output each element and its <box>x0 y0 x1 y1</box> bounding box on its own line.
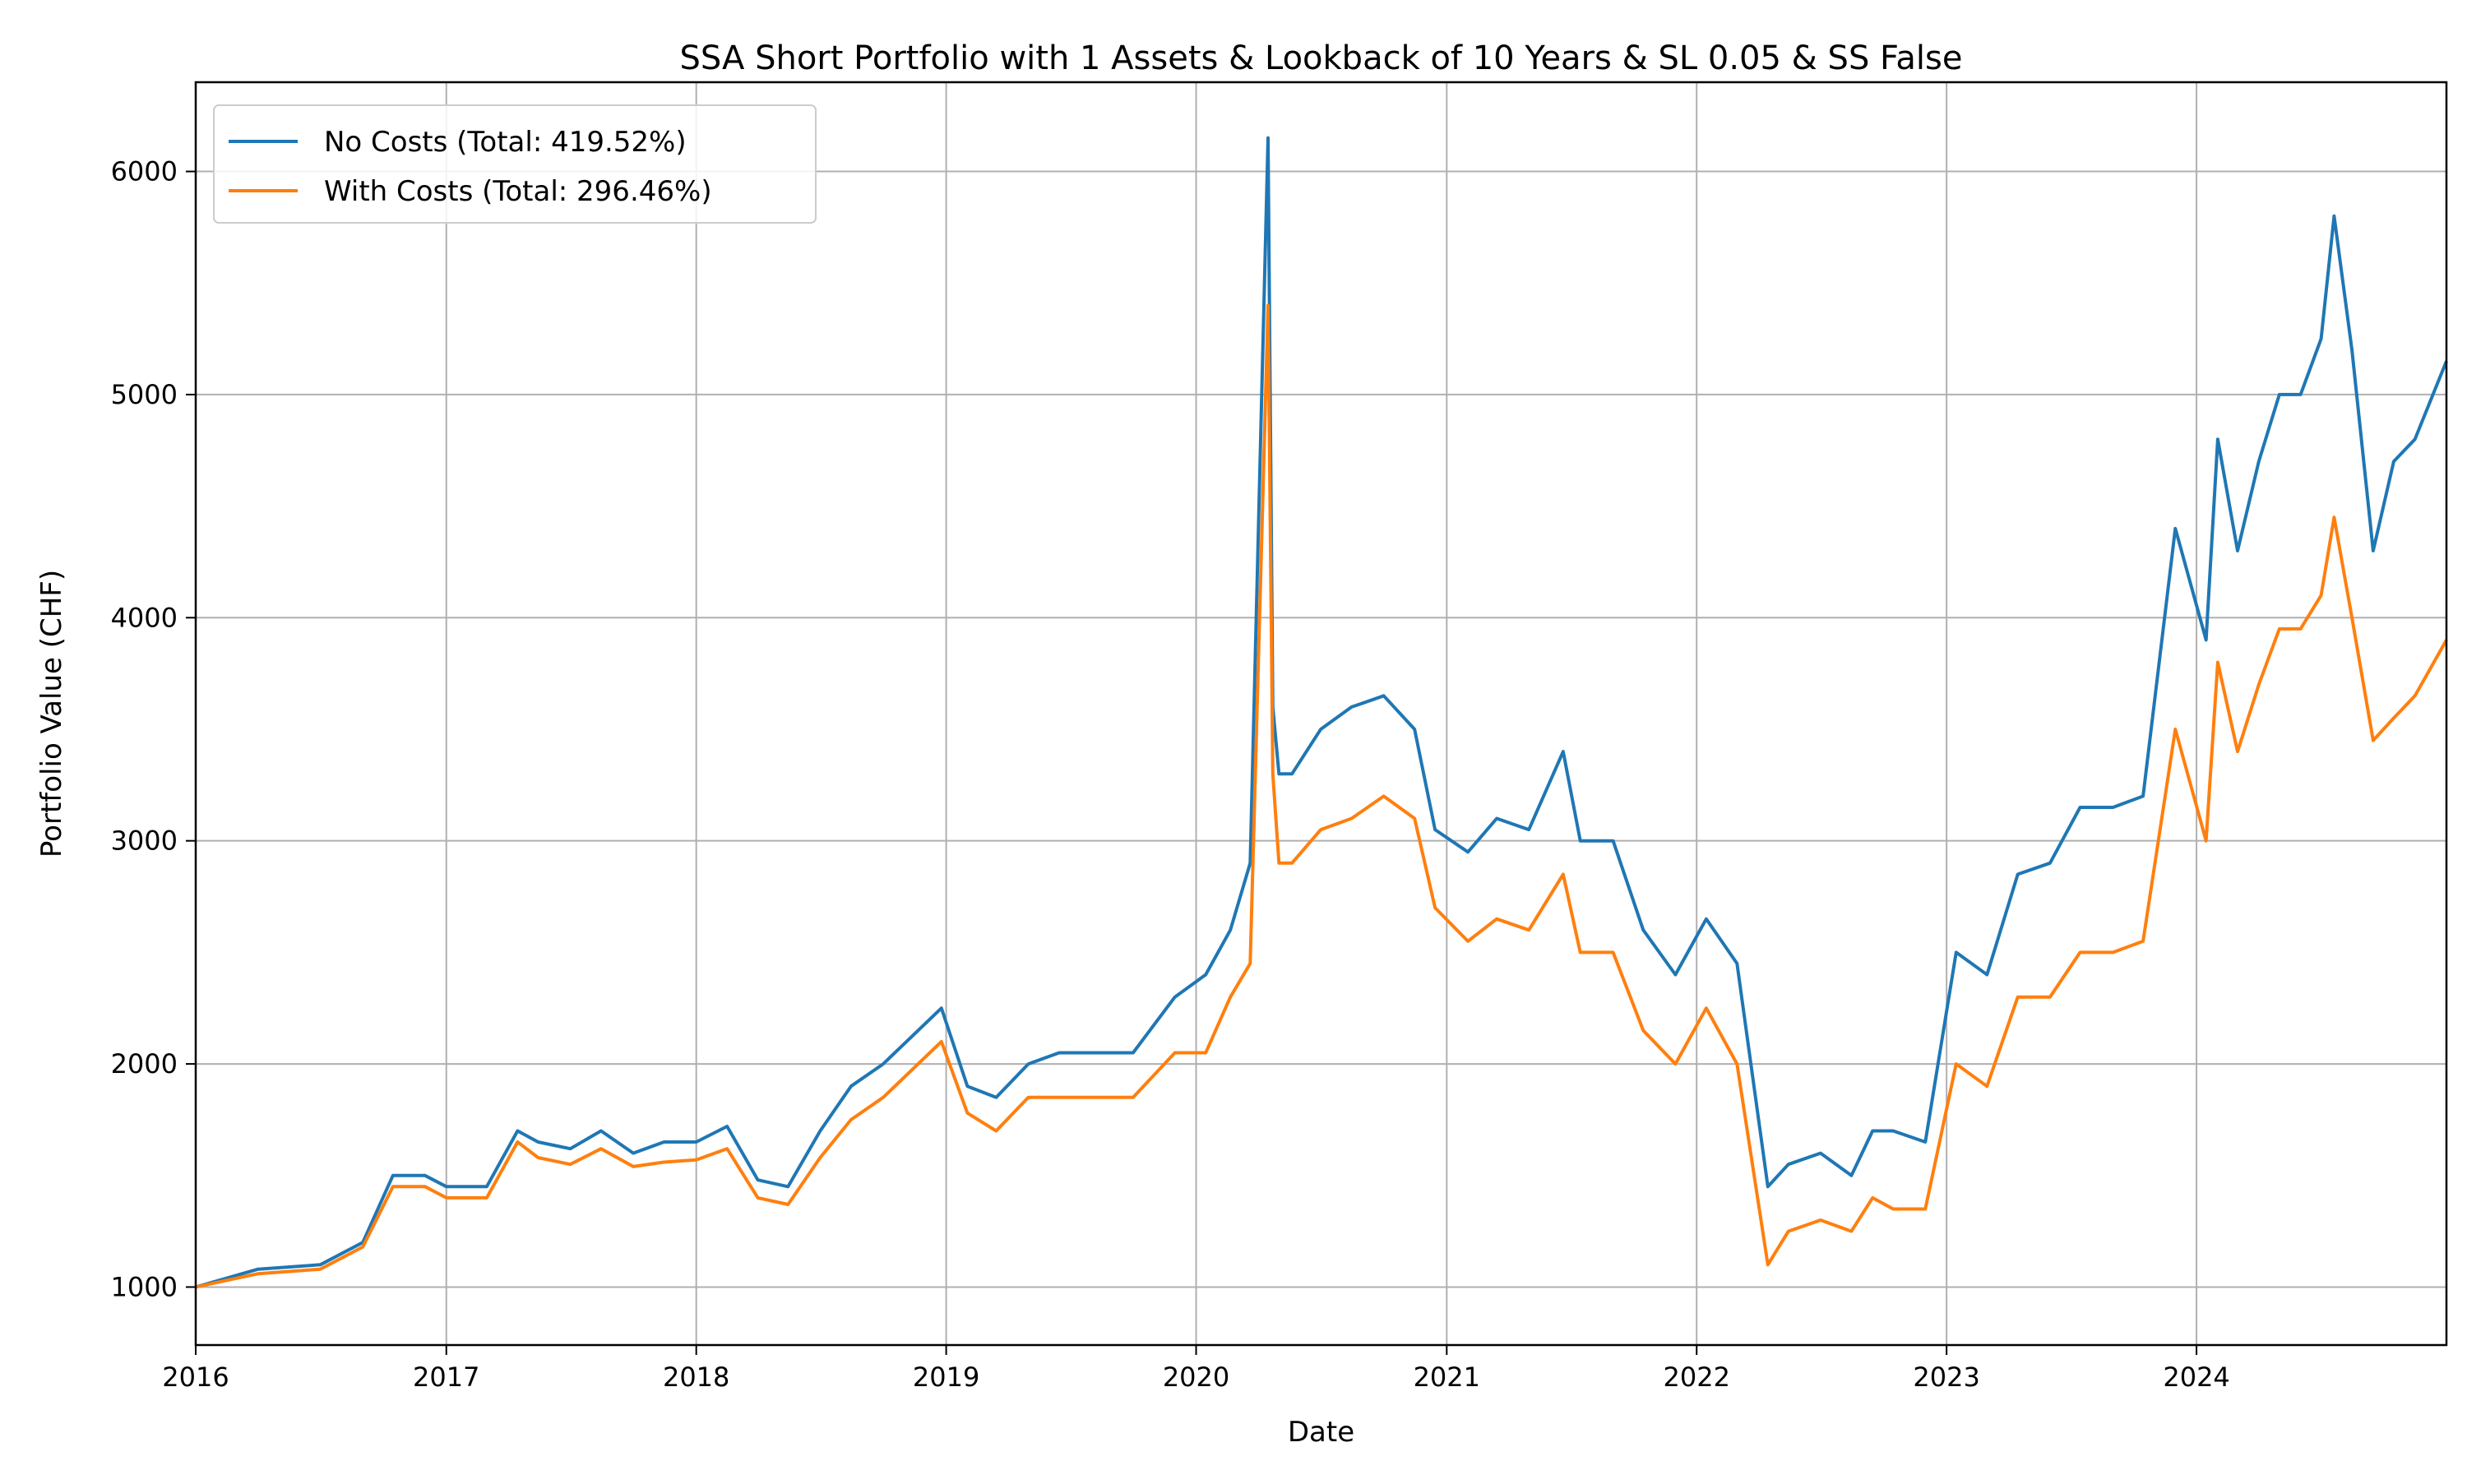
grid-lines <box>195 82 2446 1345</box>
x-tick-label: 2021 <box>1414 1361 1480 1393</box>
plot-area-frame <box>194 81 2448 1347</box>
series-line-no-costs <box>195 136 2448 1289</box>
x-axis-label: Date <box>1288 1416 1354 1449</box>
series-line-with-costs <box>195 303 2448 1289</box>
x-tick-label: 2019 <box>913 1361 979 1393</box>
y-tick-label: 6000 <box>111 156 178 187</box>
y-axis: 1000 2000 3000 4000 5000 6000 <box>111 156 196 1302</box>
y-tick-label: 2000 <box>111 1048 178 1079</box>
y-tick-label: 1000 <box>111 1271 178 1302</box>
legend-box <box>213 104 817 224</box>
x-tick-label: 2017 <box>413 1361 479 1393</box>
y-tick-label: 5000 <box>111 379 178 410</box>
x-tick-label: 2023 <box>1913 1361 1979 1393</box>
x-tick-label: 2018 <box>663 1361 729 1393</box>
y-tick-label: 3000 <box>111 825 178 857</box>
legend-label-with-costs: With Costs (Total: 296.46%) <box>324 175 712 208</box>
x-tick-label: 2020 <box>1163 1361 1229 1393</box>
x-axis: 2016 2017 2018 2019 2020 2021 2022 2023 2024 <box>162 1345 2230 1393</box>
y-tick-label: 4000 <box>111 602 178 633</box>
x-tick-label: 2016 <box>162 1361 229 1393</box>
x-tick-label: 2024 <box>2163 1361 2229 1393</box>
series-lines <box>195 136 2448 1289</box>
legend-label-no-costs: No Costs (Total: 419.52%) <box>324 126 687 159</box>
legend: No Costs (Total: 419.52%) With Costs (To… <box>213 104 817 224</box>
x-tick-label: 2022 <box>1664 1361 1730 1393</box>
y-axis-label: Portfolio Value (CHF) <box>35 570 68 858</box>
chart-title: SSA Short Portfolio with 1 Assets & Look… <box>680 39 1963 77</box>
